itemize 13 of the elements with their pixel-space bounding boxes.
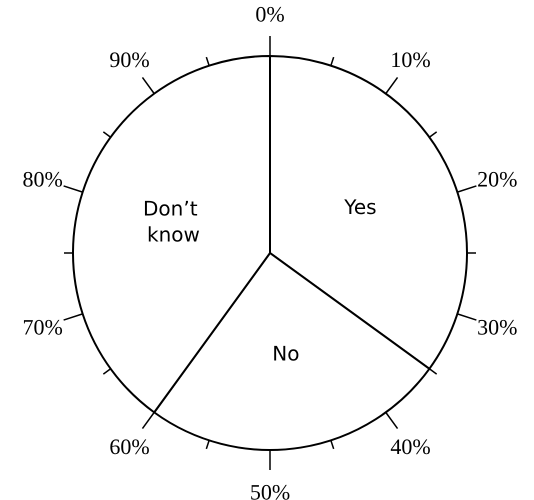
text: 10% xyxy=(390,47,431,72)
text: 60% xyxy=(109,434,150,459)
slice-label: Yes xyxy=(343,194,377,219)
slice-label: No xyxy=(272,341,300,366)
text: 0% xyxy=(255,2,285,26)
text: 50% xyxy=(250,480,290,500)
text: 90% xyxy=(109,47,150,72)
text: 80% xyxy=(22,166,63,192)
text: 30% xyxy=(477,314,518,340)
text: 40% xyxy=(390,434,431,459)
text: 70% xyxy=(22,314,63,340)
slice-label: Don’t know xyxy=(143,196,204,247)
text: 20% xyxy=(477,166,518,192)
